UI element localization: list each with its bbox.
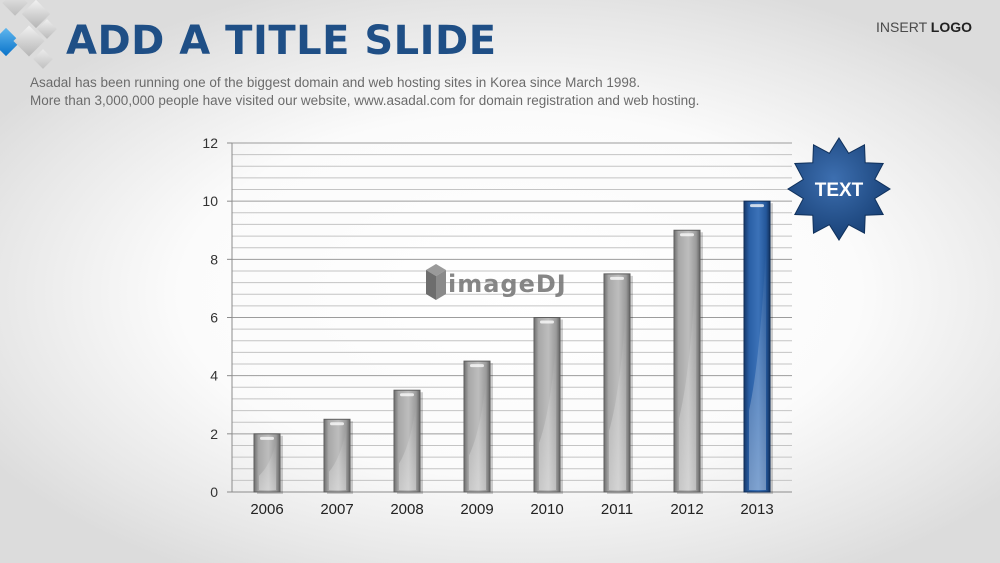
bar-cap (610, 276, 624, 280)
x-tick-label: 2007 (320, 501, 353, 518)
insert-logo-prefix: INSERT (876, 19, 931, 35)
bar-shine (329, 430, 346, 490)
y-tick-label: 8 (210, 251, 218, 267)
bar-shine (749, 244, 766, 490)
watermark-text: imageDJ (448, 270, 567, 298)
subtitle-line-2: More than 3,000,000 people have visited … (30, 93, 700, 108)
x-tick-label: 2013 (740, 501, 773, 518)
bar-2012 (673, 229, 703, 494)
insert-logo-bold: LOGO (930, 19, 972, 35)
bar-cap (470, 364, 484, 368)
chart-gridlines (232, 142, 792, 481)
x-tick-label: 2009 (460, 501, 493, 518)
y-tick-label: 0 (210, 484, 218, 500)
bar-shine (399, 405, 416, 490)
watermark-cube-icon (426, 264, 446, 300)
y-tick-label: 6 (210, 310, 218, 326)
bar-cap (260, 436, 274, 440)
bar-shine (679, 269, 696, 490)
bar-2006 (253, 433, 283, 494)
x-tick-label: 2011 (601, 501, 633, 518)
x-tick-label: 2008 (390, 501, 423, 518)
badge-text: TEXT (815, 180, 864, 201)
x-tick-label: 2006 (250, 501, 283, 518)
decorative-squares-logo (0, 0, 57, 69)
bar-cap (540, 320, 554, 324)
chart-bars (253, 200, 773, 494)
x-tick-label: 2010 (530, 501, 563, 518)
subtitle-line-1: Asadal has been running one of the bigge… (30, 75, 641, 90)
page-title: ADD A TITLE SLIDE (66, 18, 497, 64)
y-tick-label: 4 (210, 368, 218, 384)
bar-shine (609, 306, 626, 490)
bar-shine (259, 442, 276, 490)
bar-cap (400, 393, 414, 397)
y-tick-label: 12 (202, 135, 218, 151)
subtitle: Asadal has been running one of the bigge… (30, 74, 699, 110)
bar-cap (750, 204, 764, 208)
y-tick-labels: 0 2 4 6 8 10 12 (202, 135, 232, 500)
bar-2010 (533, 317, 563, 494)
x-tick-label: 2012 (670, 501, 703, 518)
text-starburst-badge: TEXT (787, 137, 891, 241)
y-tick-label: 2 (210, 426, 218, 442)
bar-2013 (743, 200, 773, 494)
bar-2007 (323, 418, 353, 494)
starburst-shape (787, 137, 891, 241)
bar-shine (539, 343, 556, 490)
x-tick-labels: 2006 2007 2008 2009 2010 2011 2012 2013 (250, 501, 773, 518)
bar-cap (330, 422, 344, 426)
bar-2008 (393, 389, 423, 494)
watermark: imageDJ (426, 264, 567, 300)
bar-2009 (463, 360, 493, 494)
bar-shine (469, 380, 486, 490)
bar-2011 (603, 273, 633, 494)
insert-logo-placeholder: INSERT LOGO (876, 19, 972, 35)
y-tick-label: 10 (202, 193, 218, 209)
bar-cap (680, 233, 694, 237)
